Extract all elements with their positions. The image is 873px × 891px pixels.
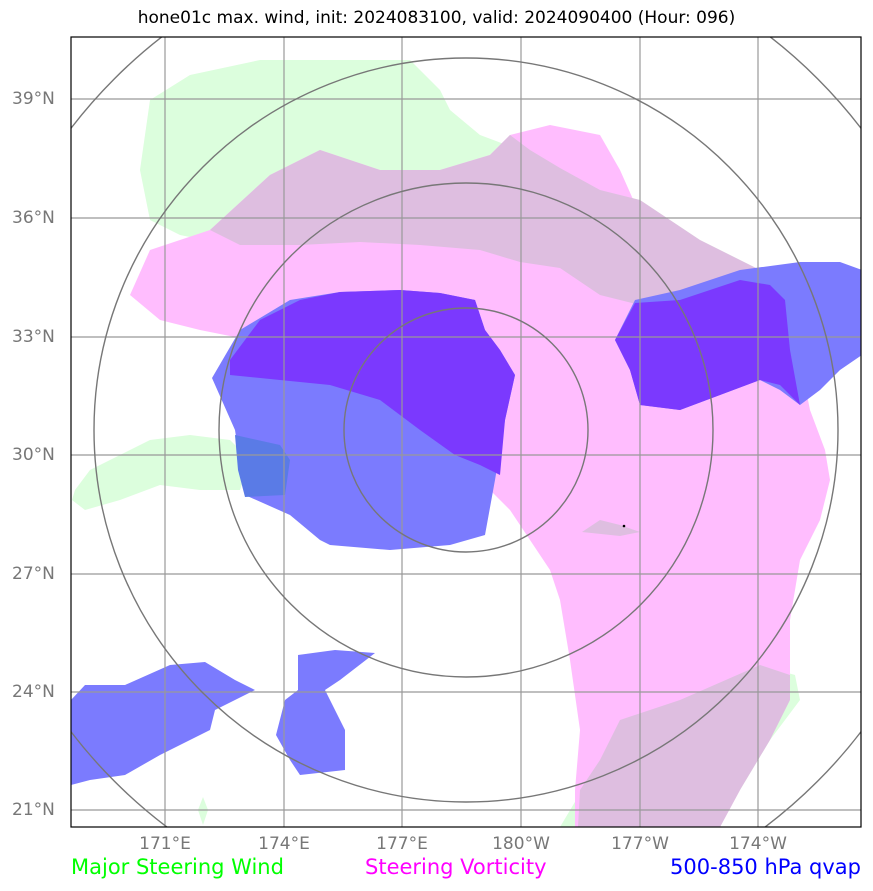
storm-center-marker <box>622 524 626 528</box>
overlap-area <box>210 135 790 827</box>
lat-label-39n: 39°N <box>12 89 55 109</box>
range-ring-second <box>218 182 714 678</box>
map-title: hone01c max. wind, init: 2024083100, val… <box>137 8 736 28</box>
lon-label-171e: 171°E <box>139 834 191 854</box>
overlap-region-small <box>582 520 640 536</box>
graticule <box>71 37 861 827</box>
plot-frame <box>70 36 862 828</box>
qvap-region-southwest <box>71 662 255 785</box>
lat-label-30n: 30°N <box>12 445 55 465</box>
lat-label-27n: 27°N <box>12 564 55 584</box>
lat-label-24n: 24°N <box>12 682 55 702</box>
wind-region-dot <box>198 797 208 825</box>
overlap-region-north <box>210 135 785 305</box>
lat-label-21n: 21°N <box>12 800 55 820</box>
qvap-region-south <box>276 650 375 775</box>
lat-label-33n: 33°N <box>12 327 55 347</box>
lon-label-174e: 174°E <box>258 834 310 854</box>
overlap-region-south <box>578 665 790 827</box>
legend-steering-vorticity: Steering Vorticity <box>365 855 547 879</box>
lon-label-177e: 177°E <box>376 834 428 854</box>
range-ring-third <box>93 57 839 803</box>
lon-label-174w: 174°W <box>729 834 787 854</box>
legend-qvap: 500-850 hPa qvap <box>670 855 861 879</box>
wind-region-west <box>72 435 250 510</box>
qvap-overlap-wind <box>235 435 290 497</box>
lon-label-177w: 177°W <box>611 834 669 854</box>
range-ring-inner <box>343 307 589 553</box>
legend-steering-wind: Major Steering Wind <box>71 855 284 879</box>
qvap-region-center-dark <box>230 290 515 475</box>
lat-label-36n: 36°N <box>12 208 55 228</box>
qvap-area <box>71 262 861 785</box>
lon-label-180w: 180°W <box>492 834 550 854</box>
qvap-region-east-dark <box>615 280 800 410</box>
